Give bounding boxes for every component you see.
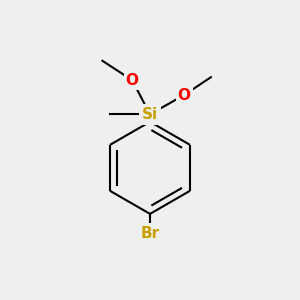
Text: O: O — [178, 88, 191, 103]
Text: Br: Br — [140, 226, 160, 241]
Text: O: O — [126, 73, 139, 88]
Text: Si: Si — [142, 107, 158, 122]
